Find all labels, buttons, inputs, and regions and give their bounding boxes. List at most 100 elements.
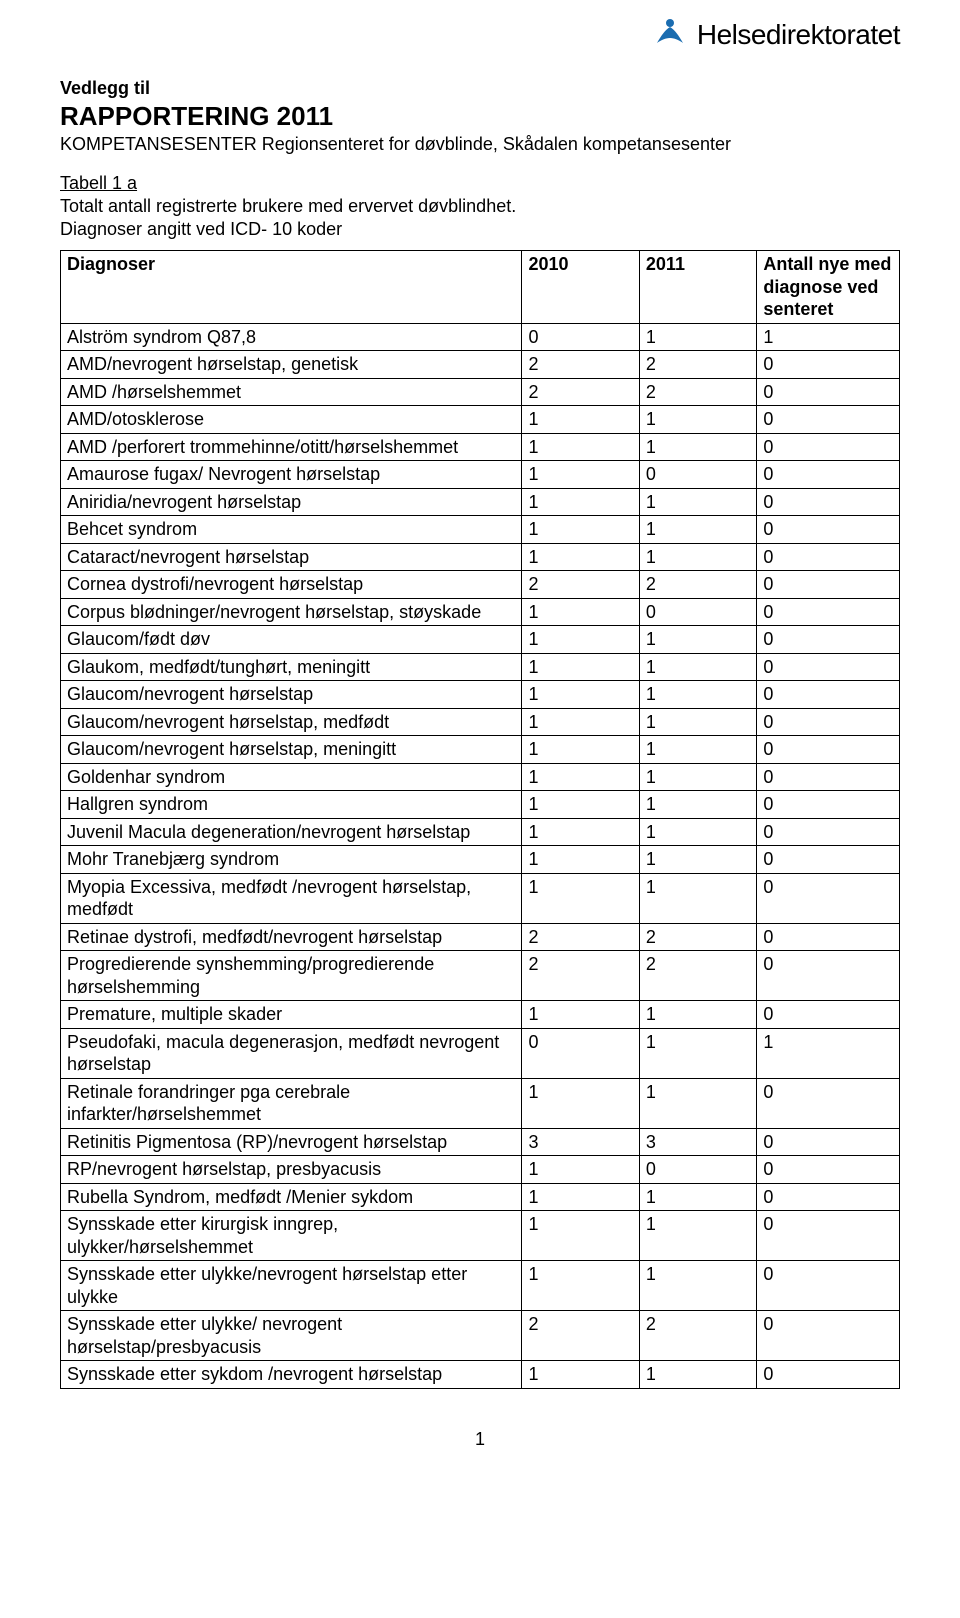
cell-value: 1 bbox=[639, 1361, 756, 1389]
table-row: Glaukom, medfødt/tunghørt, meningitt110 bbox=[61, 653, 900, 681]
logo-icon bbox=[651, 18, 689, 52]
brand-logo: Helsedirektoratet bbox=[651, 18, 900, 52]
cell-value: 0 bbox=[757, 488, 900, 516]
table-row: AMD /perforert trommehinne/otitt/hørsels… bbox=[61, 433, 900, 461]
cell-diagnosis: Glaucom/født døv bbox=[61, 626, 522, 654]
cell-diagnosis: Retinale forandringer pga cerebrale infa… bbox=[61, 1078, 522, 1128]
table-row: Synsskade etter kirurgisk inngrep, ulykk… bbox=[61, 1211, 900, 1261]
cell-diagnosis: Goldenhar syndrom bbox=[61, 763, 522, 791]
cell-diagnosis: Aniridia/nevrogent hørselstap bbox=[61, 488, 522, 516]
cell-value: 2 bbox=[639, 571, 756, 599]
cell-value: 1 bbox=[522, 708, 639, 736]
cell-value: 2 bbox=[522, 571, 639, 599]
cell-value: 0 bbox=[757, 1128, 900, 1156]
cell-value: 0 bbox=[757, 1156, 900, 1184]
cell-value: 1 bbox=[522, 1261, 639, 1311]
cell-value: 0 bbox=[757, 1361, 900, 1389]
cell-value: 1 bbox=[639, 516, 756, 544]
table-row: Behcet syndrom110 bbox=[61, 516, 900, 544]
table-row: Premature, multiple skader110 bbox=[61, 1001, 900, 1029]
cell-value: 1 bbox=[639, 708, 756, 736]
cell-value: 1 bbox=[639, 763, 756, 791]
cell-diagnosis: Premature, multiple skader bbox=[61, 1001, 522, 1029]
table-row: Amaurose fugax/ Nevrogent hørselstap100 bbox=[61, 461, 900, 489]
cell-value: 1 bbox=[522, 406, 639, 434]
table-row: Retinitis Pigmentosa (RP)/nevrogent hørs… bbox=[61, 1128, 900, 1156]
subtitle: KOMPETANSESENTER Regionsenteret for døvb… bbox=[60, 134, 900, 155]
cell-diagnosis: Synsskade etter ulykke/ nevrogent hørsel… bbox=[61, 1311, 522, 1361]
cell-diagnosis: Rubella Syndrom, medfødt /Menier sykdom bbox=[61, 1183, 522, 1211]
cell-value: 1 bbox=[639, 846, 756, 874]
table-row: Pseudofaki, macula degenerasjon, medfødt… bbox=[61, 1028, 900, 1078]
cell-diagnosis: Glaucom/nevrogent hørselstap, meningitt bbox=[61, 736, 522, 764]
cell-diagnosis: Retinitis Pigmentosa (RP)/nevrogent hørs… bbox=[61, 1128, 522, 1156]
cell-diagnosis: Glaucom/nevrogent hørselstap, medfødt bbox=[61, 708, 522, 736]
pre-title: Vedlegg til bbox=[60, 78, 900, 99]
cell-value: 1 bbox=[757, 323, 900, 351]
cell-diagnosis: Cataract/nevrogent hørselstap bbox=[61, 543, 522, 571]
table-row: Retinale forandringer pga cerebrale infa… bbox=[61, 1078, 900, 1128]
table-row: Cataract/nevrogent hørselstap110 bbox=[61, 543, 900, 571]
table-row: Juvenil Macula degeneration/nevrogent hø… bbox=[61, 818, 900, 846]
cell-value: 0 bbox=[639, 1156, 756, 1184]
cell-value: 1 bbox=[522, 846, 639, 874]
cell-value: 1 bbox=[522, 1183, 639, 1211]
cell-value: 1 bbox=[522, 433, 639, 461]
cell-diagnosis: Synsskade etter sykdom /nevrogent hørsel… bbox=[61, 1361, 522, 1389]
cell-value: 0 bbox=[757, 433, 900, 461]
cell-value: 1 bbox=[522, 488, 639, 516]
cell-value: 2 bbox=[639, 378, 756, 406]
cell-value: 1 bbox=[522, 873, 639, 923]
cell-value: 1 bbox=[522, 626, 639, 654]
table-row: Mohr Tranebjærg syndrom110 bbox=[61, 846, 900, 874]
diagnoses-table: Diagnoser 2010 2011 Antall nye med diagn… bbox=[60, 250, 900, 1389]
cell-value: 1 bbox=[639, 1078, 756, 1128]
cell-diagnosis: Mohr Tranebjærg syndrom bbox=[61, 846, 522, 874]
cell-value: 0 bbox=[757, 708, 900, 736]
page-number: 1 bbox=[60, 1429, 900, 1450]
cell-value: 2 bbox=[522, 1311, 639, 1361]
cell-value: 0 bbox=[757, 1311, 900, 1361]
cell-diagnosis: Alström syndrom Q87,8 bbox=[61, 323, 522, 351]
cell-value: 0 bbox=[757, 818, 900, 846]
cell-diagnosis: AMD/nevrogent hørselstap, genetisk bbox=[61, 351, 522, 379]
table-row: Hallgren syndrom110 bbox=[61, 791, 900, 819]
cell-value: 1 bbox=[639, 873, 756, 923]
cell-diagnosis: Myopia Excessiva, medfødt /nevrogent hør… bbox=[61, 873, 522, 923]
cell-diagnosis: AMD /perforert trommehinne/otitt/hørsels… bbox=[61, 433, 522, 461]
col-header-new: Antall nye med diagnose ved senteret bbox=[757, 251, 900, 324]
cell-value: 1 bbox=[522, 461, 639, 489]
cell-value: 1 bbox=[639, 818, 756, 846]
cell-value: 1 bbox=[522, 763, 639, 791]
cell-diagnosis: Glaukom, medfødt/tunghørt, meningitt bbox=[61, 653, 522, 681]
table-row: Aniridia/nevrogent hørselstap110 bbox=[61, 488, 900, 516]
cell-value: 0 bbox=[757, 873, 900, 923]
table-row: Alström syndrom Q87,8011 bbox=[61, 323, 900, 351]
cell-value: 0 bbox=[639, 461, 756, 489]
cell-value: 0 bbox=[757, 1261, 900, 1311]
cell-value: 0 bbox=[757, 1183, 900, 1211]
cell-diagnosis: Glaucom/nevrogent hørselstap bbox=[61, 681, 522, 709]
cell-value: 0 bbox=[757, 736, 900, 764]
cell-value: 0 bbox=[757, 1211, 900, 1261]
col-header-2010: 2010 bbox=[522, 251, 639, 324]
cell-value: 0 bbox=[757, 516, 900, 544]
cell-value: 0 bbox=[757, 846, 900, 874]
table-row: Retinae dystrofi, medfødt/nevrogent hørs… bbox=[61, 923, 900, 951]
cell-value: 2 bbox=[639, 951, 756, 1001]
cell-value: 3 bbox=[522, 1128, 639, 1156]
cell-value: 0 bbox=[757, 763, 900, 791]
cell-value: 1 bbox=[639, 1183, 756, 1211]
cell-value: 2 bbox=[639, 1311, 756, 1361]
cell-value: 1 bbox=[639, 681, 756, 709]
cell-diagnosis: Retinae dystrofi, medfødt/nevrogent hørs… bbox=[61, 923, 522, 951]
cell-value: 2 bbox=[522, 923, 639, 951]
table-row: Cornea dystrofi/nevrogent hørselstap220 bbox=[61, 571, 900, 599]
table-row: Glaucom/nevrogent hørselstap, meningitt1… bbox=[61, 736, 900, 764]
cell-value: 1 bbox=[522, 653, 639, 681]
cell-value: 2 bbox=[639, 351, 756, 379]
cell-value: 1 bbox=[522, 681, 639, 709]
table-row: Goldenhar syndrom110 bbox=[61, 763, 900, 791]
table-row: Synsskade etter ulykke/ nevrogent hørsel… bbox=[61, 1311, 900, 1361]
cell-value: 1 bbox=[522, 543, 639, 571]
